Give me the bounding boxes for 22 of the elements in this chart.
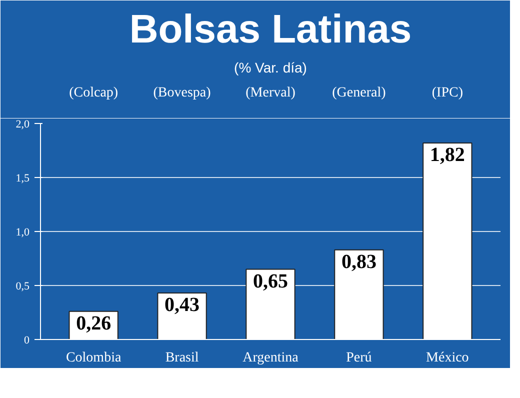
x-tick-label: Brasil (165, 350, 199, 366)
x-tick-label: Argentina (242, 350, 300, 366)
y-tick-label: 1,5 (16, 172, 30, 184)
x-tick-label: México (426, 350, 469, 366)
chart-subtitle: (% Var. día) (234, 60, 307, 76)
x-tick-label: Perú (346, 350, 372, 366)
data-label: 0,65 (253, 270, 288, 292)
text: (IPC) (432, 86, 464, 101)
y-tick-label: 2,0 (16, 118, 30, 130)
data-label: 0,83 (341, 250, 376, 273)
data-label: 0,26 (76, 312, 112, 334)
text: (General) (332, 86, 386, 101)
x-tick-label: Colombia (66, 350, 122, 366)
text: (Bovespa) (153, 86, 212, 101)
data-label: 0,43 (164, 294, 200, 316)
text: (Colcap) (69, 86, 118, 101)
y-tick-label: 0,5 (16, 280, 30, 292)
y-tick-label: 0 (24, 334, 30, 346)
data-label: 1,82 (430, 144, 465, 166)
chart-title: Bolsas Latinas (129, 8, 412, 52)
text: (Merval) (246, 86, 296, 101)
y-tick-label: 1,0 (16, 226, 30, 238)
